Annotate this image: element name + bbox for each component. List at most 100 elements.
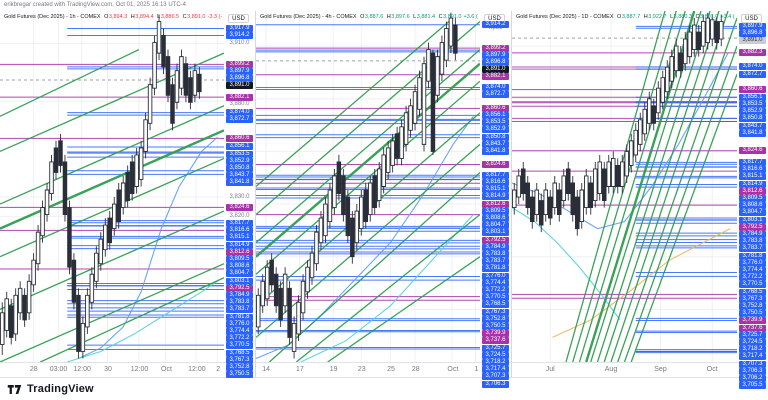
time-axis[interactable]: 14 17 19 23 25 28 Oct 1	[256, 362, 511, 377]
time-tick: 30	[104, 366, 112, 373]
low-value: 3,886.5	[160, 14, 180, 20]
price-level-label: 3,841.8	[739, 129, 766, 137]
footer-brand[interactable]: TradingView	[27, 383, 94, 395]
chart-title[interactable]: Gold Futures (Dec 2025) - 1D - COMEX	[516, 14, 616, 20]
price-level-label: 3,724.5	[482, 351, 509, 359]
price-level-label: 3,850.8	[482, 133, 509, 141]
price-level-label: 3,784.9	[739, 230, 766, 238]
chart-title[interactable]: Gold Futures (Dec 2025) - 4h - COMEX	[260, 14, 359, 20]
price-level-label: 3,874.0	[739, 63, 766, 71]
change-value: +3.4 (+0.09%)	[720, 14, 735, 20]
price-level-label: 3,804.7	[739, 209, 766, 217]
low-value: 3,880.3	[673, 14, 692, 20]
chart-title[interactable]: Gold Futures (Dec 2025) - 1h - COMEX	[4, 14, 103, 20]
price-level-label: 3,809.5	[739, 194, 766, 202]
price-level-label: 3,897.9	[482, 51, 509, 59]
close-value: 3,891.0	[443, 14, 462, 20]
price-level-label: 3,770.5	[482, 294, 509, 302]
price-level-label: 3,792.5	[226, 284, 253, 292]
price-level-label: 3,792.5	[739, 223, 766, 231]
price-level-label: 3,750.5	[226, 371, 253, 379]
price-level-label: 3,874.0	[482, 83, 509, 91]
time-tick: 12:00	[73, 366, 91, 373]
high-value: 3,922.7	[648, 14, 667, 20]
price-level-label: 3,899.2	[226, 60, 253, 68]
time-tick: 23	[357, 366, 366, 373]
chart-panel-1h: Gold Futures (Dec 2025) - 1h - COMEX O3,…	[0, 11, 256, 379]
price-level-label: 3,814.9	[482, 193, 509, 201]
chart-pane[interactable]	[256, 11, 480, 362]
time-tick: 28	[29, 366, 38, 373]
price-level-label: 3,706.2	[739, 374, 766, 382]
price-level-label: 3,817.7	[739, 158, 766, 166]
high-value: 3,897.6	[391, 14, 410, 20]
open-value: 3,887.6	[364, 14, 384, 20]
current-price-label: 3,891.0	[739, 37, 766, 45]
change-value: -3.3 (-0.08%)	[207, 14, 223, 20]
currency-button[interactable]: USD	[228, 14, 249, 23]
chart-panel-4h: Gold Futures (Dec 2025) - 4h - COMEX O3,…	[256, 11, 512, 388]
price-level-label: 3,896.8	[226, 75, 253, 83]
price-level-label: 3,843.7	[739, 122, 766, 130]
price-level-label: 3,880.0	[229, 100, 250, 107]
change-value: +3.6 (+0.09%)	[463, 14, 479, 20]
currency-button[interactable]: USD	[741, 14, 762, 23]
time-tick: 28	[411, 366, 420, 373]
tradingview-logo-icon[interactable]	[7, 384, 22, 395]
price-level-label: 3,772.2	[226, 335, 253, 343]
price-level-label: 3,824.6	[226, 203, 253, 211]
price-level-label: 3,781.8	[739, 252, 766, 260]
price-level-label: 3,841.8	[226, 179, 253, 187]
open-value: 3,894.3	[108, 14, 128, 20]
time-tick: 17	[295, 366, 304, 373]
price-level-label: 3,815.1	[739, 173, 766, 181]
time-axis[interactable]: 28 03:00 12:00 30 12:00 Oct 12:00 2	[0, 362, 255, 377]
price-level-label: 3,707.3	[739, 360, 766, 368]
price-scale[interactable]: USD npoc 3,897.93,896.83,891.03,882.33,8…	[737, 11, 768, 390]
price-level-label: 3,774.4	[739, 266, 766, 274]
price-level-label: 3,856.1	[739, 93, 766, 101]
time-tick: 12:00	[130, 366, 149, 373]
price-level-label: 3,792.5	[482, 236, 509, 244]
low-value: 3,881.4	[416, 14, 436, 20]
price-scale[interactable]: USD npoc 3,917.93,914.23,910.03,899.23,8…	[224, 11, 255, 379]
time-axis[interactable]: Jul Aug Sep Oct	[512, 362, 768, 377]
price-level-label: 3,767.3	[739, 295, 766, 303]
price-level-label: 3,914.2	[226, 32, 253, 40]
current-price-label: 3,891.0	[482, 66, 509, 74]
price-level-label: 3,812.6	[226, 248, 253, 256]
price-level-label: 3,725.7	[482, 344, 509, 352]
price-level-label: 3,852.9	[482, 126, 509, 134]
chart-legend: Gold Futures (Dec 2025) - 1h - COMEX O3,…	[4, 13, 222, 21]
chart-pane[interactable]	[0, 11, 224, 362]
time-tick: Oct	[447, 366, 459, 373]
price-level-label: 3,718.2	[482, 358, 509, 366]
price-level-label: 3,718.2	[739, 346, 766, 354]
chart-legend: Gold Futures (Dec 2025) - 4h - COMEX O3,…	[260, 13, 478, 21]
price-level-label: 3,768.5	[739, 288, 766, 296]
price-level-label: 3,814.9	[226, 241, 253, 249]
close-value: 3,891.0	[187, 14, 206, 20]
price-level-label: 3,874.0	[226, 109, 253, 117]
time-tick: 19	[329, 366, 338, 373]
price-level-label: 3,768.5	[482, 301, 509, 309]
price-level-label: 3,767.3	[226, 356, 253, 364]
price-level-label: 3,860.6	[226, 134, 253, 142]
price-level-label: 3,872.7	[739, 70, 766, 78]
price-level-label: 3,768.5	[226, 349, 253, 357]
attribution-text: erikbregar created with TradingView.com,…	[4, 2, 186, 8]
price-level-label: 3,899.2	[482, 44, 509, 52]
price-level-label: 3,897.9	[226, 68, 253, 76]
chart-pane[interactable]	[512, 11, 737, 362]
price-level-label: 3,856.1	[226, 143, 253, 151]
price-level-label: 3,783.8	[482, 250, 509, 258]
price-level-label: 3,882.1	[482, 73, 509, 81]
price-level-label: 3,808.6	[739, 202, 766, 210]
price-level-label: 3,843.7	[482, 140, 509, 148]
price-level-label: 3,706.3	[739, 367, 766, 375]
price-level-label: 3,856.1	[482, 112, 509, 120]
price-level-label: 3,850.8	[226, 165, 253, 173]
price-level-label: 3,705.5	[739, 382, 766, 390]
price-level-label: 3,717.4	[482, 366, 509, 374]
price-scale[interactable]: USD npoc 3,914.23,899.23,897.93,896.83,8…	[480, 11, 511, 388]
